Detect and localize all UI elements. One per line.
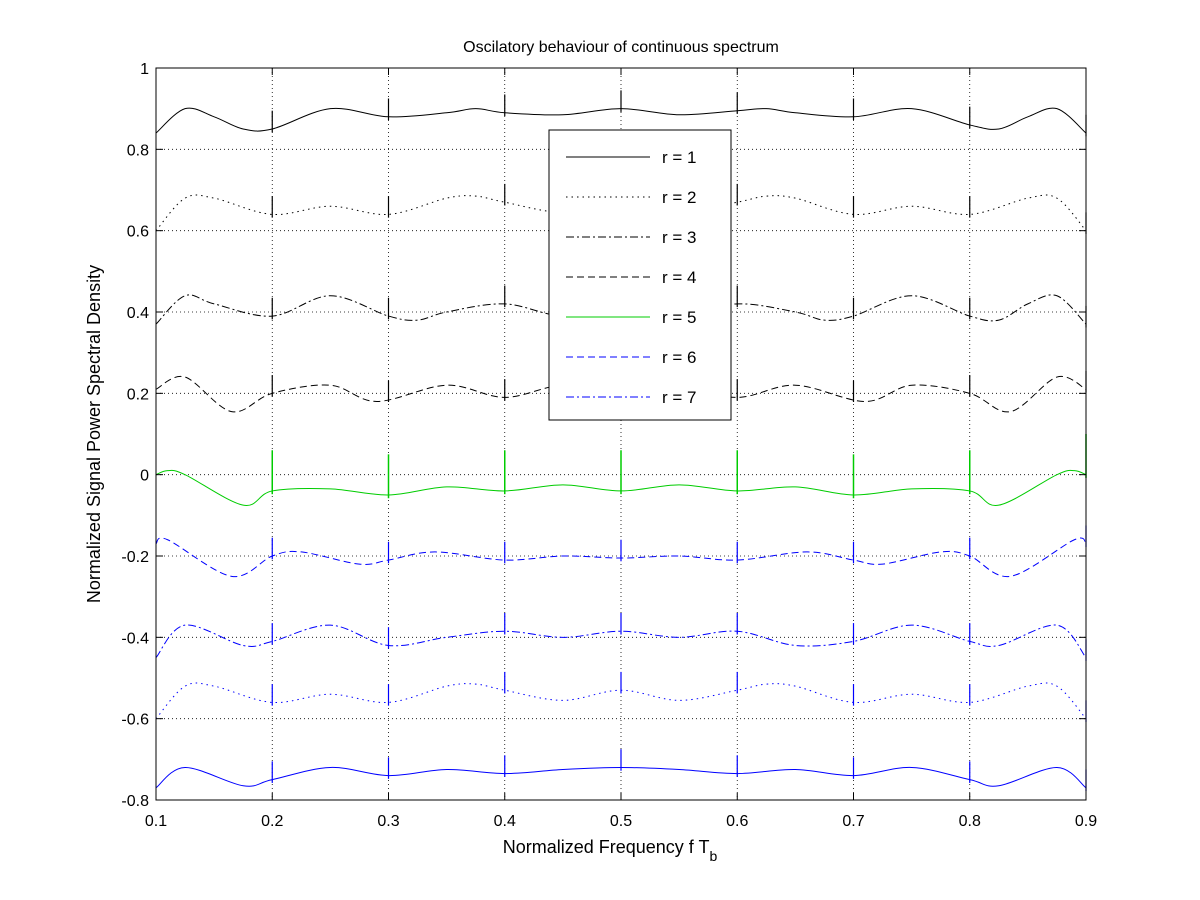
series-7 — [155, 612, 1087, 661]
x-tick-label: 0.8 — [959, 813, 981, 830]
x-tick-label: 0.9 — [1075, 813, 1097, 830]
x-tick-label: 0.3 — [377, 813, 399, 830]
x-tick-label: 0.1 — [145, 813, 167, 830]
y-tick-label: 0.6 — [127, 224, 149, 241]
ticks: 0.1 0.2 0.3 0.4 0.5 0.6 0.7 0.8 0.9 -0.8 -0.6 -0.4 -… — [121, 61, 1097, 830]
legend-label: r = 6 — [662, 348, 697, 367]
y-tick-label: -0.6 — [121, 712, 149, 729]
legend: r = 1 r = 2 r = 3 r = 4 r = 5 r = 6 r = 7 — [548, 129, 732, 421]
legend-label: r = 4 — [662, 268, 697, 287]
legend-label: r = 7 — [662, 388, 697, 407]
x-tick-label: 0.6 — [726, 813, 748, 830]
legend-label: r = 5 — [662, 308, 697, 327]
x-tick-label: 0.7 — [842, 813, 864, 830]
legend-label: r = 2 — [662, 188, 697, 207]
x-tick-label: 0.4 — [494, 813, 516, 830]
y-tick-label: 0.4 — [127, 305, 149, 322]
x-tick-label: 0.2 — [261, 813, 283, 830]
series-group — [155, 90, 1087, 792]
x-axis-label-main: Normalized Frequency f T — [503, 837, 710, 857]
x-tick-label: 0.5 — [610, 813, 632, 830]
y-tick-label: 0.2 — [127, 386, 149, 403]
y-axis-label: Normalized Signal Power Spectral Density — [84, 265, 104, 603]
chart-title: Oscilatory behaviour of continuous spect… — [463, 39, 779, 56]
y-tick-label: -0.2 — [121, 549, 149, 566]
y-tick-label: -0.8 — [121, 793, 149, 810]
x-axis-label-subscript: b — [709, 848, 717, 864]
y-tick-label: 0 — [140, 468, 149, 485]
legend-label: r = 3 — [662, 228, 697, 247]
y-tick-label: 1 — [140, 61, 149, 78]
y-tick-label: -0.4 — [121, 630, 149, 647]
legend-label: r = 1 — [662, 148, 697, 167]
x-axis-label: Normalized Frequency f Tb — [503, 837, 718, 864]
legend-box — [548, 129, 732, 421]
y-tick-label: 0.8 — [127, 142, 149, 159]
series-9 — [155, 749, 1087, 792]
